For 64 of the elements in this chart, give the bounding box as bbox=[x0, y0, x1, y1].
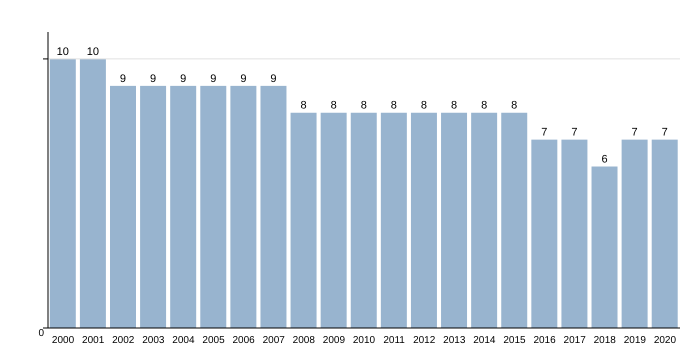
x-tick-label: 2015 bbox=[503, 335, 526, 346]
data-label: 9 bbox=[150, 72, 156, 85]
bar bbox=[592, 166, 618, 328]
x-tick-label: 2020 bbox=[654, 335, 677, 346]
bar bbox=[471, 112, 498, 328]
x-tick-label: 2000 bbox=[52, 335, 75, 346]
bar bbox=[622, 140, 648, 328]
bar bbox=[410, 112, 437, 328]
bar bbox=[350, 112, 377, 328]
data-label: 8 bbox=[330, 100, 337, 112]
bar bbox=[561, 140, 588, 328]
bar bbox=[501, 112, 528, 328]
x-tick-label: 2003 bbox=[142, 335, 165, 346]
bar bbox=[380, 112, 407, 328]
bar bbox=[652, 140, 678, 328]
data-label: 7 bbox=[541, 126, 548, 139]
x-tick-label: 2014 bbox=[473, 335, 496, 346]
x-tick-label: 2018 bbox=[594, 335, 616, 346]
x-tick-label: 2005 bbox=[202, 335, 226, 346]
x-tick-label: 2002 bbox=[112, 335, 135, 346]
bar bbox=[230, 86, 256, 328]
bar bbox=[531, 140, 558, 328]
bar bbox=[260, 86, 286, 328]
x-tick-label: 2011 bbox=[383, 335, 406, 346]
x-tick-label: 2006 bbox=[232, 335, 256, 346]
bar bbox=[200, 86, 226, 328]
x-tick-label: 2012 bbox=[413, 335, 436, 346]
data-label: 8 bbox=[511, 100, 518, 112]
data-label: 8 bbox=[481, 100, 488, 112]
data-label: 9 bbox=[270, 72, 277, 85]
x-tick-label: 2017 bbox=[564, 335, 586, 346]
x-tick-label: 2009 bbox=[322, 335, 346, 346]
x-tick-label: 2001 bbox=[82, 335, 105, 346]
data-label: 7 bbox=[571, 126, 578, 139]
data-label: 8 bbox=[420, 100, 428, 112]
data-label: 8 bbox=[300, 100, 307, 112]
data-label: 8 bbox=[390, 100, 397, 112]
data-label: 8 bbox=[450, 100, 458, 112]
x-tick-label: 2016 bbox=[533, 335, 556, 346]
bar bbox=[80, 58, 106, 328]
data-label: 9 bbox=[180, 72, 186, 85]
data-label: 9 bbox=[240, 72, 246, 85]
data-label: 8 bbox=[360, 100, 367, 112]
data-label: 6 bbox=[601, 154, 608, 166]
bar bbox=[441, 112, 468, 328]
text: 0 bbox=[38, 328, 44, 339]
x-tick-label: 2013 bbox=[443, 335, 466, 346]
bar bbox=[320, 112, 347, 328]
x-tick-label: 2019 bbox=[624, 335, 646, 346]
x-tick-label: 2010 bbox=[352, 335, 376, 346]
data-label: 10 bbox=[86, 46, 100, 58]
x-tick-label: 2007 bbox=[262, 335, 286, 346]
data-label: 9 bbox=[210, 72, 216, 85]
bar bbox=[290, 112, 317, 328]
bar bbox=[170, 86, 196, 328]
data-label: 9 bbox=[120, 72, 126, 85]
bar bbox=[110, 86, 136, 328]
data-label: 10 bbox=[56, 46, 69, 58]
data-label: 7 bbox=[632, 126, 638, 139]
bar bbox=[50, 58, 76, 328]
x-tick-label: 2004 bbox=[172, 335, 195, 346]
x-tick-label: 2008 bbox=[292, 335, 316, 346]
data-label: 7 bbox=[662, 126, 668, 139]
bar bbox=[140, 86, 166, 328]
